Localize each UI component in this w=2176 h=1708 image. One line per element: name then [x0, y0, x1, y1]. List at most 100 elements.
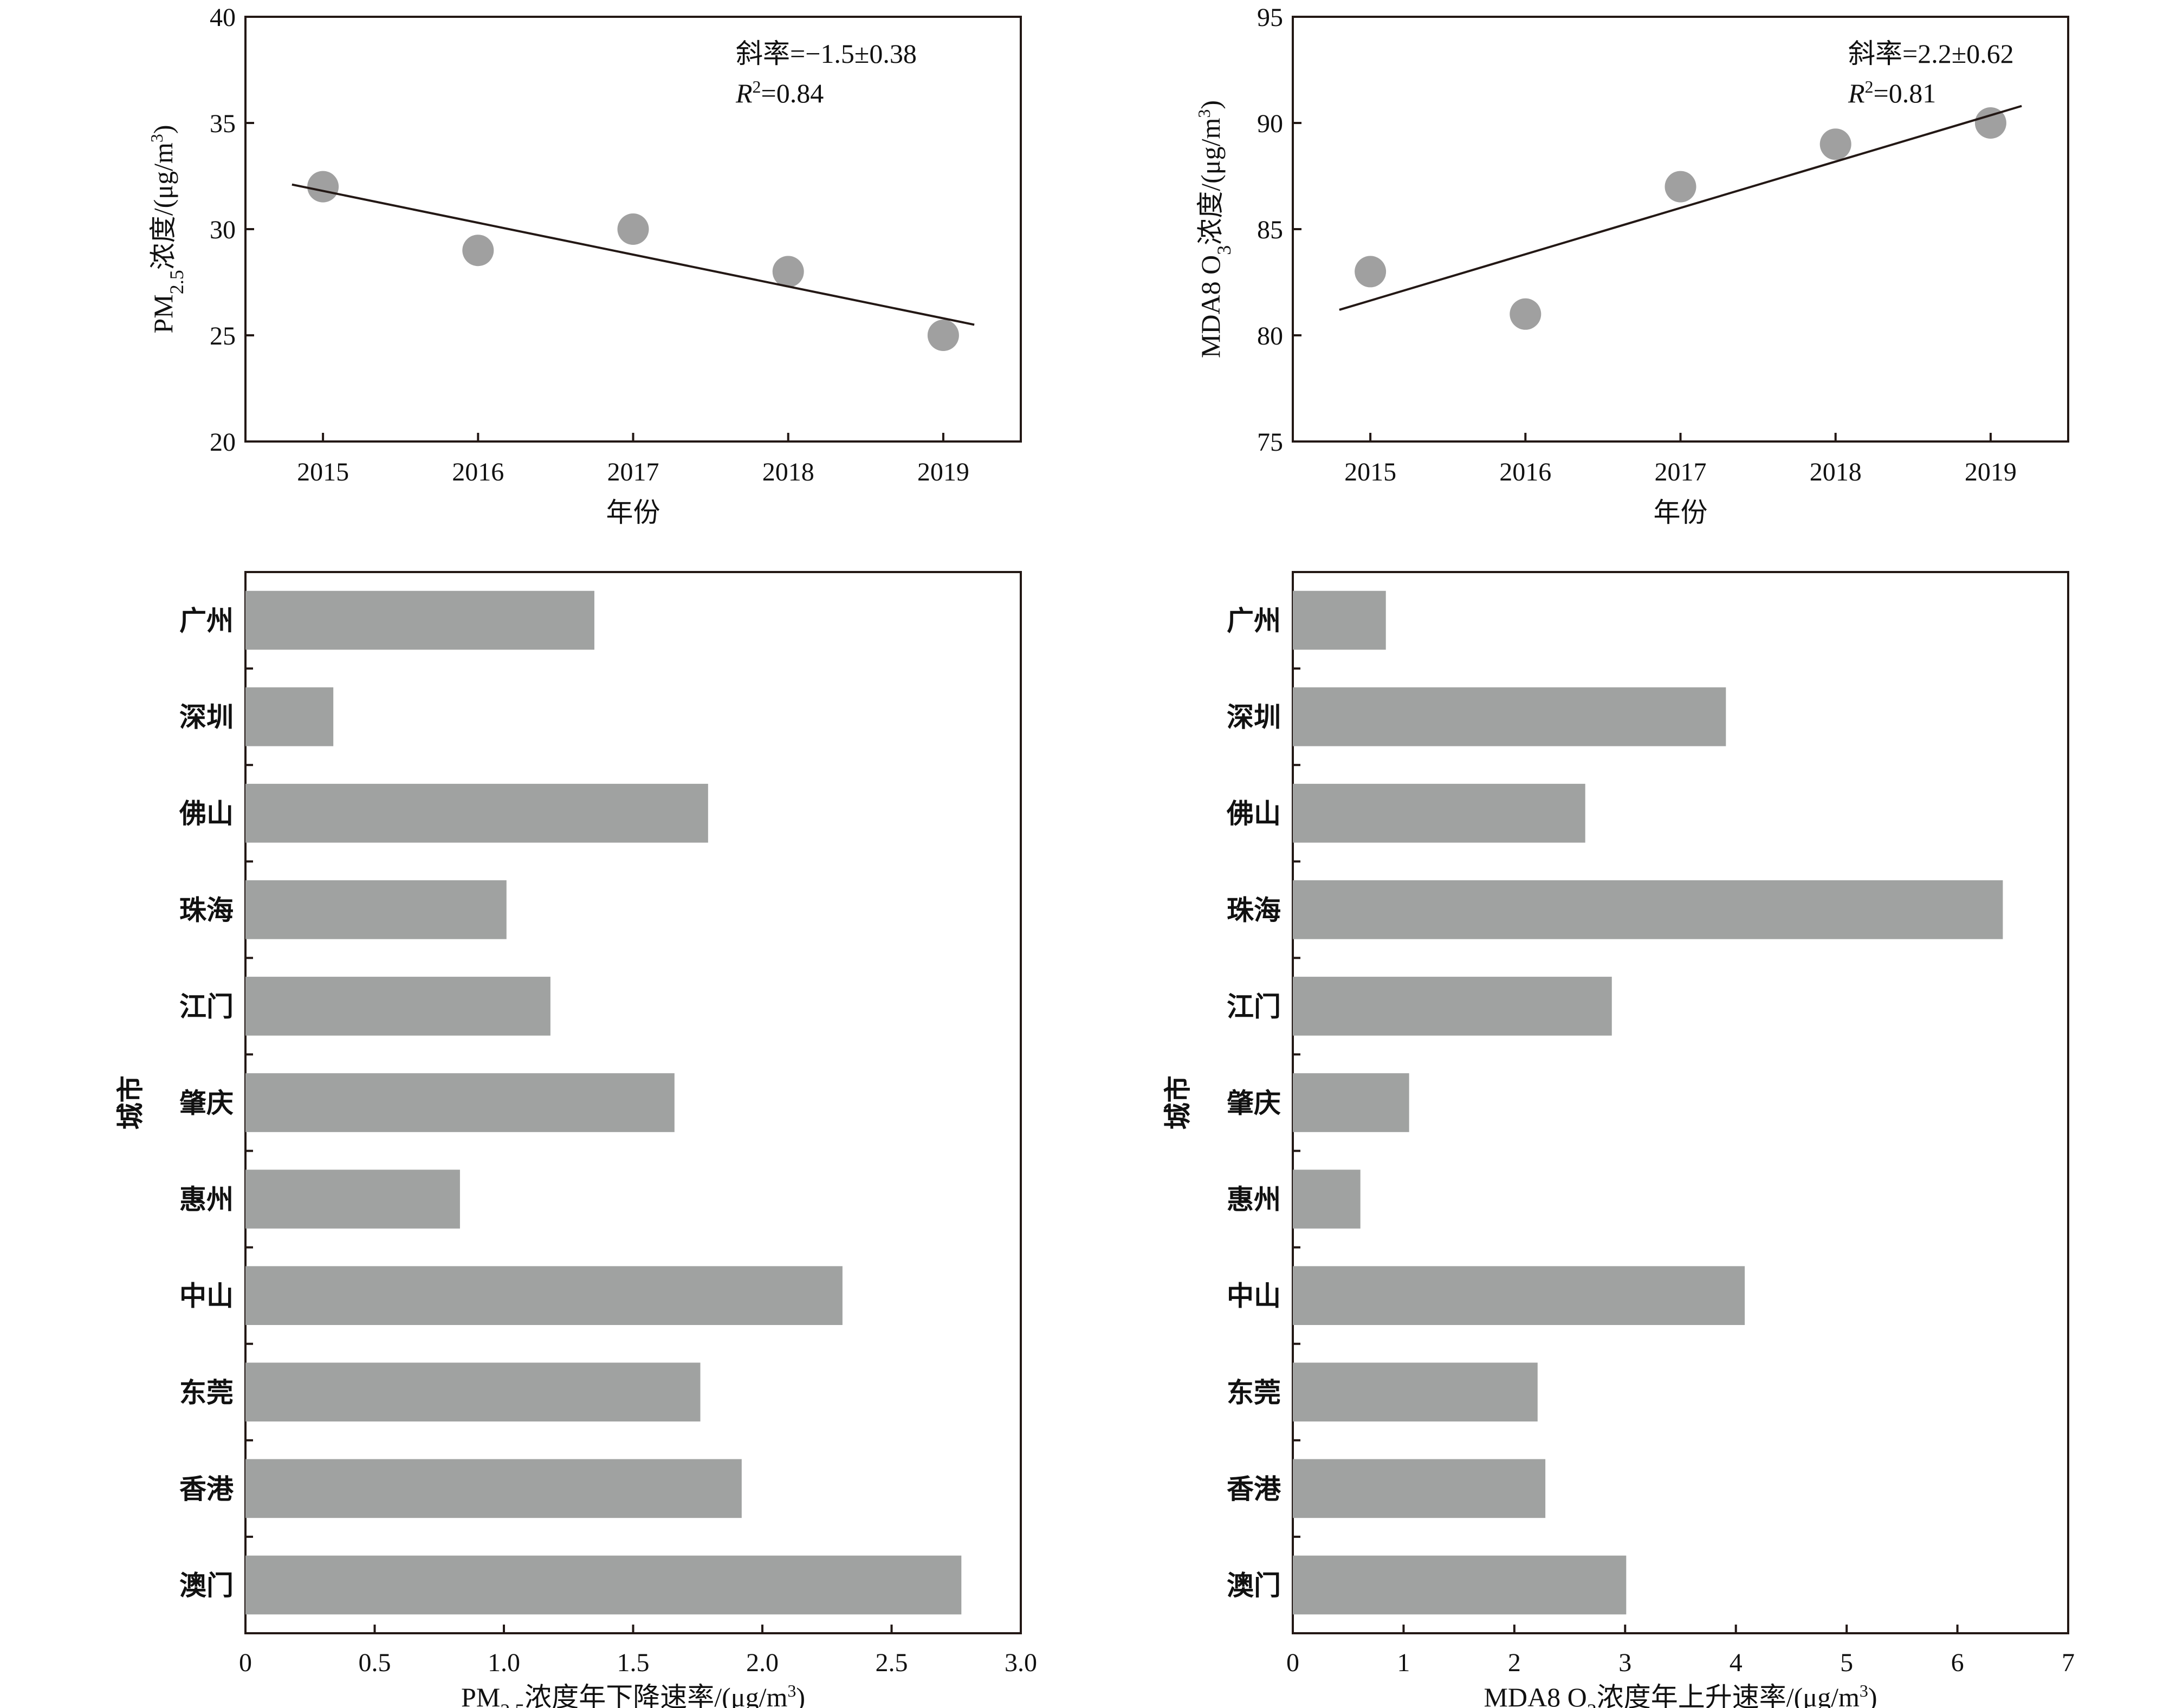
- bar: [1293, 1555, 1627, 1615]
- x-tick-label: 7: [2062, 1648, 2075, 1677]
- bar: [245, 1362, 701, 1422]
- x-tick-label: 2: [1508, 1648, 1521, 1677]
- x-tick-label: 2016: [452, 458, 504, 486]
- x-axis-label: MDA8 O3浓度年上升速率/(μg/m3): [1484, 1681, 1877, 1708]
- x-tick-label: 2018: [1810, 458, 1862, 486]
- bar: [1293, 590, 1386, 650]
- y-tick-label: 40: [210, 3, 236, 32]
- data-point: [1355, 256, 1387, 288]
- y-tick-label: 80: [1257, 322, 1283, 350]
- x-tick-label: 3.0: [1005, 1648, 1037, 1677]
- bar: [245, 1555, 962, 1615]
- x-tick-label: 0: [1286, 1648, 1299, 1677]
- x-tick-label: 2016: [1499, 458, 1551, 486]
- y-axis-label: 城市: [1163, 1076, 1193, 1130]
- x-tick-label: 2018: [762, 458, 814, 486]
- x-axis-label-part: ): [1868, 1682, 1877, 1708]
- y-tick-label: 肇庆: [179, 1088, 234, 1119]
- y-tick-label: 江门: [179, 991, 234, 1022]
- y-tick-label: 深圳: [1227, 702, 1281, 732]
- y-axis-label-part: MDA8 O: [1195, 255, 1226, 358]
- r2-superscript: 2: [753, 77, 761, 96]
- y-tick-label: 25: [210, 322, 236, 350]
- x-axis-label: 年份: [1654, 497, 1708, 528]
- bar: [245, 687, 334, 746]
- bar: [1293, 1459, 1546, 1518]
- x-axis-label-part: 3: [787, 1681, 796, 1700]
- data-point: [1665, 171, 1696, 203]
- y-axis-label: 城市: [115, 1076, 146, 1130]
- y-tick-label: 香港: [179, 1474, 234, 1504]
- y-axis-label-part: 3: [1194, 109, 1214, 118]
- y-axis-label-part: 3: [147, 134, 166, 142]
- bar: [245, 1073, 675, 1132]
- y-tick-label: 东莞: [179, 1378, 234, 1408]
- y-axis-label: MDA8 O3浓度/(μg/m3): [1194, 100, 1235, 358]
- y-tick-label: 中山: [1227, 1281, 1281, 1311]
- x-tick-label: 2.0: [746, 1648, 779, 1677]
- r2-superscript: 2: [1865, 77, 1874, 96]
- x-tick-label: 2017: [1655, 458, 1707, 486]
- y-axis-label: PM2.5浓度/(μg/m3): [147, 125, 187, 333]
- bar: [245, 880, 507, 939]
- data-point: [307, 171, 339, 203]
- y-tick-label: 中山: [179, 1281, 234, 1311]
- bar: [1293, 687, 1726, 746]
- x-tick-label: 3: [1618, 1648, 1631, 1677]
- r2-annotation: R2=0.84: [735, 77, 824, 108]
- fit-line: [1339, 105, 2022, 311]
- x-axis-label-part: PM: [461, 1682, 500, 1708]
- y-axis-label-part: PM: [148, 294, 178, 333]
- x-tick-label: 2015: [1344, 458, 1396, 486]
- x-tick-label: 1: [1397, 1648, 1410, 1677]
- x-tick-label: 2017: [607, 458, 659, 486]
- bar: [1293, 977, 1612, 1036]
- data-point: [462, 235, 494, 267]
- x-tick-label: 1.5: [617, 1648, 650, 1677]
- bar: [245, 783, 708, 843]
- data-point: [1974, 107, 2006, 139]
- data-point: [1819, 128, 1851, 160]
- y-tick-label: 佛山: [1226, 798, 1281, 829]
- y-axis-label-part: ): [148, 125, 178, 134]
- y-tick-label: 珠海: [1227, 895, 1281, 925]
- y-tick-label: 95: [1257, 3, 1283, 32]
- x-tick-label: 4: [1730, 1648, 1743, 1677]
- x-tick-label: 2.5: [876, 1648, 908, 1677]
- y-tick-label: 90: [1257, 109, 1283, 138]
- x-axis-label: 年份: [606, 497, 660, 528]
- x-tick-label: 2015: [297, 458, 349, 486]
- y-axis-label-part: 3: [1213, 245, 1235, 255]
- y-tick-label: 东莞: [1227, 1378, 1281, 1408]
- y-tick-label: 澳门: [1227, 1570, 1281, 1601]
- r2-annotation: R2=0.81: [1848, 77, 1936, 108]
- x-axis-label-part: 2.5: [500, 1700, 524, 1708]
- y-tick-label: 香港: [1227, 1474, 1281, 1504]
- bar: [1293, 880, 2003, 939]
- x-axis-label-part: 浓度年下降速率/(μg/m: [524, 1682, 787, 1708]
- x-axis-label-part: 浓度年上升速率/(μg/m: [1597, 1682, 1860, 1708]
- x-axis-label-part: 3: [1587, 1700, 1597, 1708]
- data-point: [772, 256, 804, 288]
- bar: [1293, 1266, 1745, 1325]
- bar: [1293, 1073, 1409, 1132]
- data-point: [1510, 298, 1542, 330]
- x-axis-label-part: ): [796, 1682, 805, 1708]
- x-tick-label: 2019: [917, 458, 969, 486]
- x-axis-label: PM2.5浓度年下降速率/(μg/m3): [461, 1681, 805, 1708]
- y-tick-label: 惠州: [179, 1185, 234, 1215]
- y-tick-label: 20: [210, 428, 236, 457]
- x-tick-label: 0.5: [359, 1648, 391, 1677]
- y-axis-label-part: 2.5: [166, 270, 187, 294]
- y-tick-label: 35: [210, 109, 236, 138]
- slope-annotation: 斜率=2.2±0.62: [1848, 38, 2014, 69]
- bar: [1293, 783, 1585, 843]
- y-tick-label: 广州: [179, 606, 234, 636]
- x-tick-label: 6: [1951, 1648, 1964, 1677]
- bar: [245, 977, 551, 1036]
- x-tick-label: 2019: [1965, 458, 2017, 486]
